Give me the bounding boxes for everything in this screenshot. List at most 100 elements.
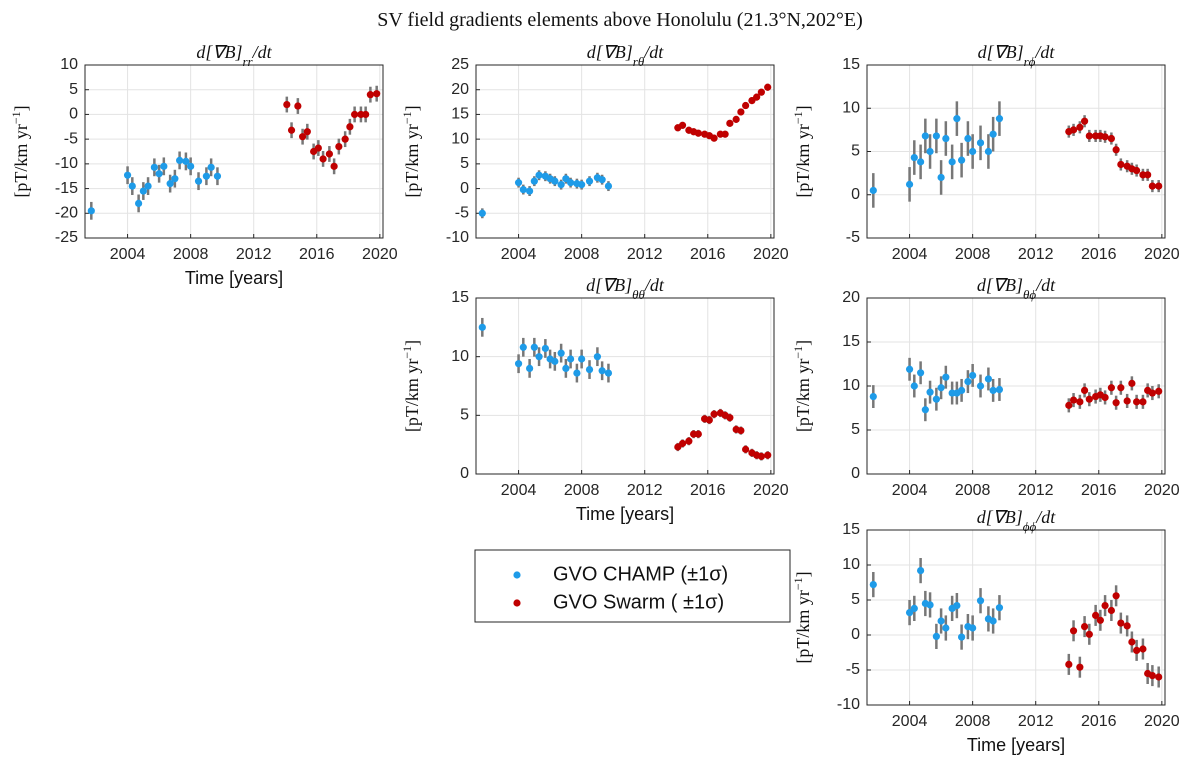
data-point <box>1133 398 1141 406</box>
data-point <box>869 581 877 589</box>
data-point <box>937 173 945 182</box>
x-tick-label: 2008 <box>955 713 991 730</box>
y-tick-label: 25 <box>451 56 469 73</box>
y-tick-label: -5 <box>846 661 860 678</box>
data-point <box>705 416 713 424</box>
data-point <box>182 157 190 165</box>
data-point <box>1155 182 1163 190</box>
x-axis-label: Time [years] <box>185 268 283 288</box>
legend-marker <box>513 571 521 579</box>
data-point <box>726 414 734 422</box>
data-point <box>942 134 950 143</box>
data-point <box>1069 396 1078 404</box>
data-point <box>1123 397 1131 405</box>
y-tick-label: 15 <box>451 289 469 306</box>
data-point <box>604 182 613 190</box>
y-tick-label: 5 <box>460 155 469 172</box>
data-point <box>937 617 945 625</box>
x-tick-label: 2020 <box>362 246 398 263</box>
data-point <box>694 430 702 438</box>
data-point <box>942 373 950 381</box>
data-point <box>303 128 311 136</box>
data-point <box>917 567 925 575</box>
data-point <box>1080 623 1089 631</box>
plot-area <box>85 65 383 238</box>
data-point <box>757 452 765 460</box>
data-point <box>341 135 349 143</box>
data-point <box>969 147 977 156</box>
y-tick-label: 0 <box>460 465 469 482</box>
data-point <box>1085 395 1093 403</box>
y-tick-label: 0 <box>460 180 469 197</box>
y-tick-label: 0 <box>851 465 860 482</box>
y-tick-label: 10 <box>451 348 469 365</box>
y-tick-label: -10 <box>55 155 78 172</box>
data-point <box>1117 160 1125 169</box>
data-point <box>932 632 940 641</box>
data-point <box>567 355 575 363</box>
data-point <box>541 344 549 353</box>
y-tick-label: 5 <box>851 421 860 438</box>
data-point <box>160 162 168 170</box>
data-point <box>905 609 914 617</box>
y-tick-label: 20 <box>451 81 469 98</box>
data-point <box>926 147 934 156</box>
y-tick-label: 20 <box>842 289 860 306</box>
x-tick-label: 2020 <box>753 482 789 499</box>
data-point <box>166 180 174 188</box>
y-tick-label: 10 <box>842 556 860 573</box>
subplot-title: d[∇B]θθ/dt <box>586 275 665 302</box>
y-axis-label: [pT/km yr−1] <box>400 105 422 197</box>
data-point <box>1155 387 1163 395</box>
x-tick-label: 2020 <box>1144 713 1180 730</box>
data-point <box>678 121 687 129</box>
legend-marker <box>513 599 521 607</box>
data-point <box>213 172 222 180</box>
data-point <box>1107 606 1115 615</box>
y-axis-label: [pT/km yr−1] <box>400 340 422 432</box>
title-sub: rθ <box>633 54 645 69</box>
data-point <box>737 108 745 116</box>
data-point <box>330 162 338 170</box>
axes-frame <box>475 297 775 475</box>
data-point <box>1101 602 1109 610</box>
x-tick-label: 2008 <box>955 246 991 263</box>
x-axis-label: Time [years] <box>576 504 674 524</box>
data-point <box>1139 398 1147 406</box>
x-tick-label: 2008 <box>564 482 600 499</box>
data-point <box>294 102 302 110</box>
data-point <box>937 384 945 392</box>
data-point <box>932 395 940 403</box>
data-point <box>1155 673 1163 681</box>
data-point <box>519 185 527 194</box>
legend-label: GVO CHAMP (±1σ) <box>553 563 728 585</box>
y-tick-label: 0 <box>851 186 860 203</box>
y-tick-label: 0 <box>69 106 78 123</box>
data-point <box>1080 386 1089 394</box>
data-point <box>144 182 152 190</box>
ylabel-main: [pT/km yr <box>793 124 813 198</box>
data-point <box>593 353 602 361</box>
data-point <box>567 179 575 187</box>
data-point <box>176 156 184 164</box>
axes-frame <box>866 297 1166 475</box>
data-point <box>171 175 179 183</box>
ylabel-main: [pT/km yr <box>11 124 31 198</box>
data-point <box>135 199 143 207</box>
data-point <box>1092 611 1100 620</box>
data-point <box>530 177 538 185</box>
data-point <box>578 355 586 363</box>
data-point <box>989 386 997 394</box>
data-point <box>526 187 534 195</box>
title-main: d[∇B] <box>978 42 1024 62</box>
data-point <box>964 378 972 386</box>
data-point <box>969 371 977 380</box>
data-point <box>869 392 877 401</box>
x-tick-label: 2012 <box>1018 246 1054 263</box>
data-point <box>557 181 565 189</box>
plot-marks <box>869 357 1163 422</box>
data-point <box>187 162 195 170</box>
data-point <box>1085 132 1093 140</box>
data-point <box>530 343 538 351</box>
data-point <box>984 147 993 156</box>
